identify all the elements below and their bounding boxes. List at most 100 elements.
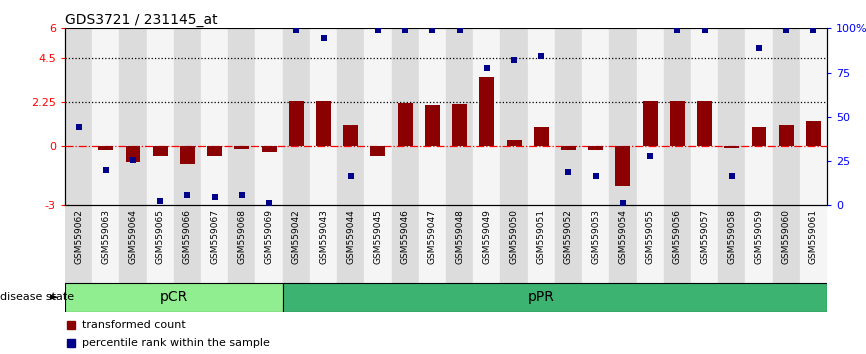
Text: GSM559044: GSM559044 — [346, 209, 355, 264]
Bar — [343, 125, 359, 146]
Point — [208, 195, 222, 200]
Text: pCR: pCR — [159, 290, 188, 304]
Text: ►: ► — [50, 292, 59, 302]
Point — [806, 28, 820, 33]
Text: GSM559055: GSM559055 — [646, 209, 655, 264]
Bar — [310, 205, 337, 283]
Bar — [207, 146, 222, 156]
Point — [561, 169, 575, 175]
Bar — [610, 205, 637, 283]
Point — [153, 199, 167, 204]
Bar — [473, 205, 501, 283]
Bar — [637, 28, 663, 205]
Bar — [752, 127, 766, 146]
Bar — [262, 146, 276, 152]
Bar — [120, 28, 146, 205]
Bar — [555, 205, 582, 283]
Bar — [98, 146, 113, 150]
Bar — [337, 205, 365, 283]
Bar — [255, 205, 282, 283]
Bar — [65, 205, 92, 283]
Bar — [180, 146, 195, 164]
Text: GSM559048: GSM559048 — [456, 209, 464, 264]
Bar — [746, 205, 772, 283]
Bar — [201, 28, 229, 205]
Bar — [637, 205, 663, 283]
Bar — [501, 205, 527, 283]
Bar — [582, 28, 610, 205]
Text: GSM559054: GSM559054 — [618, 209, 627, 264]
Point — [344, 173, 358, 179]
Bar — [229, 28, 255, 205]
Point — [289, 28, 303, 33]
Bar — [229, 205, 255, 283]
Point — [616, 200, 630, 206]
Bar — [588, 146, 603, 150]
Bar — [316, 101, 331, 146]
Bar — [691, 205, 718, 283]
Text: GSM559060: GSM559060 — [782, 209, 791, 264]
Bar — [663, 28, 691, 205]
Bar — [288, 101, 304, 146]
Bar — [152, 146, 168, 156]
Point — [670, 28, 684, 33]
Point — [398, 28, 412, 33]
Bar — [643, 101, 657, 146]
Point — [371, 28, 385, 33]
Point — [317, 35, 331, 41]
Text: GDS3721 / 231145_at: GDS3721 / 231145_at — [65, 13, 217, 27]
Bar — [806, 121, 821, 146]
Bar — [746, 28, 772, 205]
Bar — [669, 101, 685, 146]
Point — [507, 57, 521, 63]
Point — [425, 28, 439, 33]
Bar — [663, 205, 691, 283]
Bar — [282, 28, 310, 205]
Bar — [282, 205, 310, 283]
Bar — [718, 205, 746, 283]
Bar — [397, 103, 412, 146]
Bar — [779, 125, 793, 146]
Bar — [616, 146, 630, 185]
Text: GSM559051: GSM559051 — [537, 209, 546, 264]
Text: GSM559049: GSM559049 — [482, 209, 491, 264]
Text: GSM559047: GSM559047 — [428, 209, 436, 264]
Bar — [391, 28, 419, 205]
Bar — [501, 28, 527, 205]
Bar — [446, 28, 473, 205]
Bar — [174, 28, 201, 205]
Point — [643, 153, 657, 159]
Bar — [391, 205, 419, 283]
Text: GSM559056: GSM559056 — [673, 209, 682, 264]
Text: percentile rank within the sample: percentile rank within the sample — [81, 338, 269, 348]
Text: GSM559045: GSM559045 — [373, 209, 383, 264]
Bar — [419, 28, 446, 205]
Bar — [255, 28, 282, 205]
Bar — [235, 146, 249, 149]
Text: GSM559064: GSM559064 — [128, 209, 138, 264]
Bar — [174, 205, 201, 283]
Point — [698, 28, 712, 33]
Point — [534, 53, 548, 59]
Bar — [718, 28, 746, 205]
Text: GSM559057: GSM559057 — [700, 209, 709, 264]
Bar — [365, 28, 391, 205]
Text: GSM559061: GSM559061 — [809, 209, 818, 264]
Bar — [92, 28, 120, 205]
Text: GSM559066: GSM559066 — [183, 209, 192, 264]
Text: GSM559052: GSM559052 — [564, 209, 573, 264]
Bar — [772, 205, 800, 283]
Bar — [555, 28, 582, 205]
Point — [725, 173, 739, 179]
Bar — [126, 146, 140, 162]
Bar — [120, 205, 146, 283]
Bar — [446, 205, 473, 283]
Text: GSM559065: GSM559065 — [156, 209, 165, 264]
Text: pPR: pPR — [527, 290, 555, 304]
Point — [779, 28, 793, 33]
Text: GSM559053: GSM559053 — [591, 209, 600, 264]
Bar — [479, 78, 494, 146]
Bar — [371, 146, 385, 156]
Point — [235, 193, 249, 198]
Point — [589, 173, 603, 179]
